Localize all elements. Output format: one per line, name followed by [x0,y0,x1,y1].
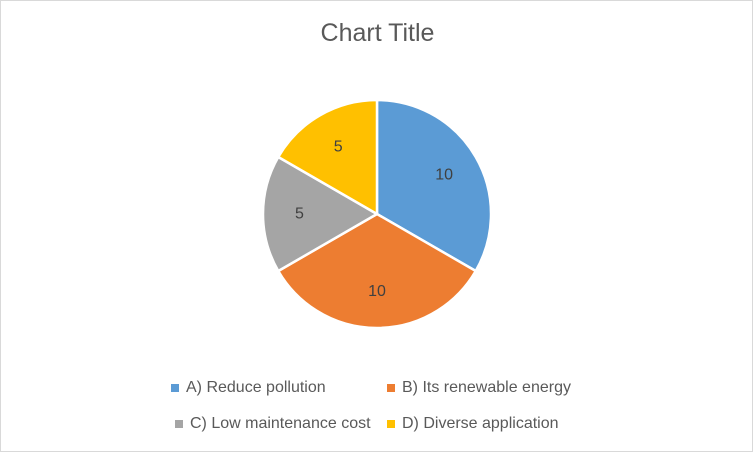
data-label-c: 5 [295,206,304,223]
pie-slice-a [375,98,493,273]
chart-title: Chart Title [320,19,435,47]
data-label-a: 10 [435,167,453,184]
pie-slice-d [277,98,379,216]
legend-label-a: A) Reduce pollution [186,379,326,396]
legend-swatch-b [387,384,395,392]
legend-item-c: C) Low maintenance cost [175,415,371,433]
legend-item-a: A) Reduce pollution [171,379,326,397]
data-label-b: 10 [368,283,386,300]
legend-label-d: D) Diverse application [402,415,559,432]
data-label-d: 5 [334,138,343,155]
legend-swatch-a [171,384,179,392]
pie-slice-c [261,155,379,273]
legend-item-d: D) Diverse application [387,415,559,433]
legend-label-c: C) Low maintenance cost [190,415,371,432]
legend-item-b: B) Its renewable energy [387,379,571,397]
legend-label-b: B) Its renewable energy [402,379,571,396]
legend-swatch-c [175,420,183,428]
legend-swatch-d [387,420,395,428]
pie-slice-b [277,212,477,330]
